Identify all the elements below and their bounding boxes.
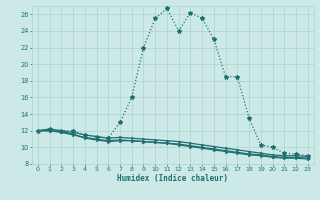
X-axis label: Humidex (Indice chaleur): Humidex (Indice chaleur) [117, 174, 228, 183]
